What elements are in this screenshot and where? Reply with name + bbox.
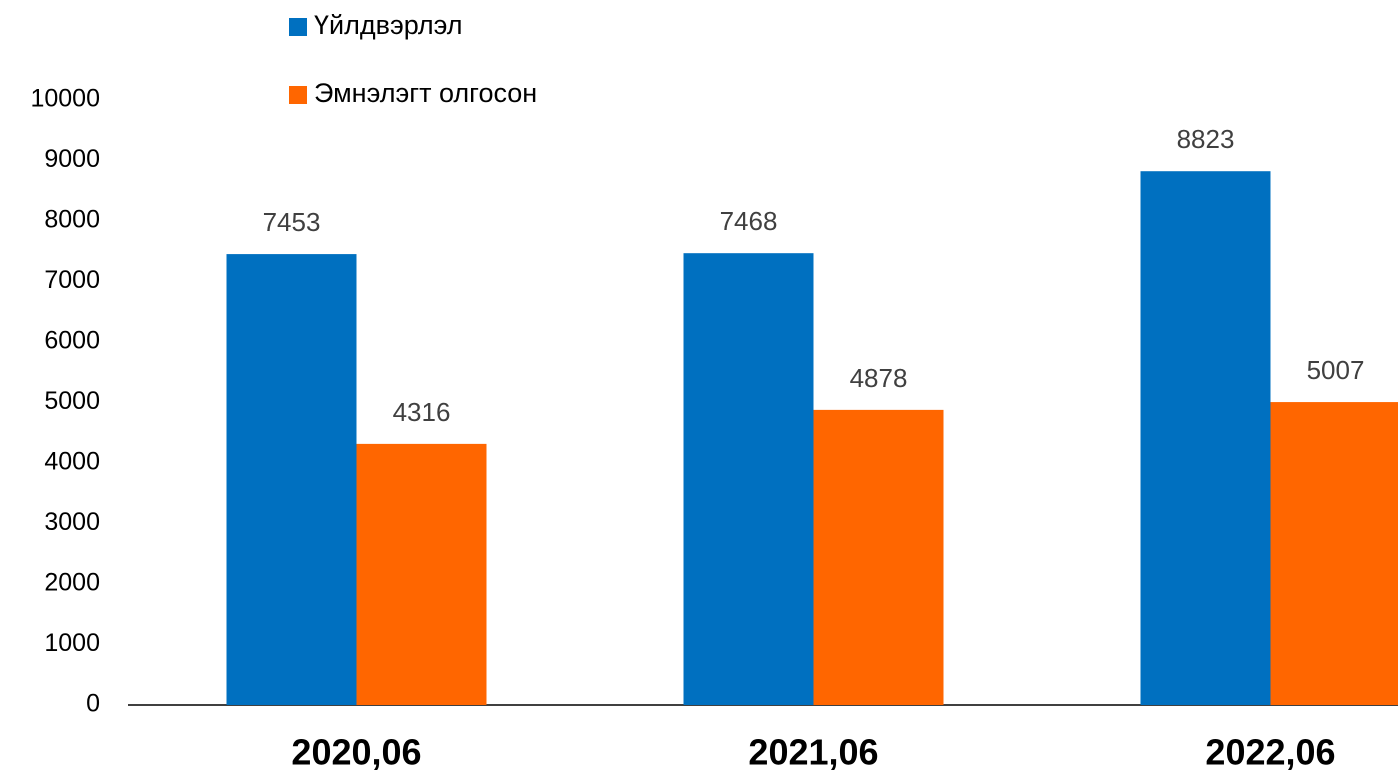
- y-tick-label: 5000: [44, 387, 100, 415]
- data-label: 8823: [1177, 124, 1235, 154]
- bar: [813, 409, 944, 705]
- data-label: 5007: [1307, 355, 1365, 385]
- y-tick-label: 7000: [44, 266, 100, 294]
- bar: [226, 254, 357, 705]
- y-tick-label: 8000: [44, 206, 100, 234]
- legend-label: Эмнэлэгт олгосон: [314, 78, 537, 108]
- data-label: 7468: [720, 206, 778, 236]
- x-tick-label: 2020,06: [291, 732, 421, 773]
- bar: [356, 443, 487, 705]
- bar: [1270, 402, 1398, 705]
- x-tick-label: 2022,06: [1205, 732, 1335, 773]
- legend-swatch: [289, 86, 307, 104]
- y-tick-label: 2000: [44, 569, 100, 597]
- legend-label: Үйлдвэрлэл: [314, 10, 463, 40]
- legend-swatch: [289, 18, 307, 36]
- bar: [1140, 171, 1271, 705]
- y-tick-label: 0: [86, 690, 100, 718]
- y-tick-label: 9000: [44, 145, 100, 173]
- data-label: 4316: [393, 397, 451, 427]
- y-tick-label: 3000: [44, 508, 100, 536]
- y-tick-label: 4000: [44, 448, 100, 476]
- y-tick-label: 10000: [30, 85, 100, 113]
- bar: [683, 253, 814, 705]
- data-label: 4878: [850, 363, 908, 393]
- data-label: 7453: [263, 207, 321, 237]
- x-tick-label: 2021,06: [748, 732, 878, 773]
- y-tick-label: 1000: [44, 629, 100, 657]
- y-tick-label: 6000: [44, 327, 100, 355]
